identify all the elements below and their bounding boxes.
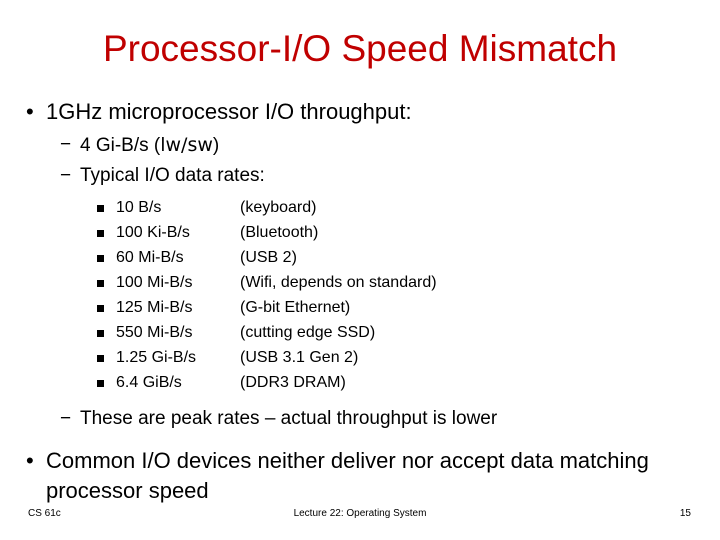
rate-value: 100 Ki-B/s — [116, 224, 190, 241]
bullet-dot-icon: • — [26, 448, 34, 473]
bullet-sub-1-code: lw/sw — [160, 134, 213, 156]
square-bullet-icon — [97, 205, 104, 212]
square-bullet-icon — [97, 330, 104, 337]
footer-lecture: Lecture 22: Operating System — [293, 508, 427, 519]
bullet-dash-icon: − — [60, 134, 72, 155]
bullet-sub-1: − 4 Gi-B/s (lw/sw) — [60, 133, 220, 158]
bullet-main-2-text: Common I/O devices neither deliver nor a… — [46, 448, 649, 503]
square-bullet-icon — [97, 305, 104, 312]
rate-device: (Wifi, depends on standard) — [240, 274, 437, 291]
rate-value: 550 Mi-B/s — [116, 324, 193, 341]
bullet-sub-1-prefix: 4 Gi-B/s ( — [80, 135, 161, 156]
bullet-dot-icon: • — [26, 99, 34, 124]
rate-value: 100 Mi-B/s — [116, 274, 193, 291]
rate-device: (cutting edge SSD) — [240, 324, 376, 341]
bullet-dash-icon: − — [60, 408, 72, 429]
rate-device: (USB 3.1 Gen 2) — [240, 349, 359, 366]
footer-course: CS 61c — [28, 508, 61, 519]
slide-title: Processor-I/O Speed Mismatch — [102, 28, 618, 69]
footer-page-number: 15 — [679, 508, 691, 519]
rate-device: (keyboard) — [240, 199, 317, 216]
square-bullet-icon — [97, 380, 104, 387]
rate-device: (G-bit Ethernet) — [240, 299, 351, 316]
bullet-dash-icon: − — [60, 165, 72, 186]
rate-device: (Bluetooth) — [240, 224, 319, 241]
bullet-main-2: • Common I/O devices neither deliver nor… — [26, 446, 686, 506]
rate-device: (USB 2) — [240, 249, 297, 266]
square-bullet-icon — [97, 230, 104, 237]
bullet-sub-3: − These are peak rates – actual throughp… — [60, 407, 498, 431]
bullet-main-1: • 1GHz microprocessor I/O throughput: — [26, 98, 412, 126]
bullet-sub-1-suffix: ) — [212, 135, 220, 156]
square-bullet-icon — [97, 280, 104, 287]
rate-device: (DDR3 DRAM) — [240, 374, 346, 391]
bullet-sub-2: − Typical I/O data rates: — [60, 164, 265, 188]
rate-value: 10 B/s — [116, 199, 162, 216]
square-bullet-icon — [97, 355, 104, 362]
bullet-sub-3-text: These are peak rates – actual throughput… — [80, 408, 498, 429]
rate-value: 1.25 Gi-B/s — [116, 349, 197, 366]
bullet-sub-2-text: Typical I/O data rates: — [80, 165, 265, 186]
rate-value: 60 Mi-B/s — [116, 249, 184, 266]
square-bullet-icon — [97, 255, 104, 262]
bullet-main-1-text: 1GHz microprocessor I/O throughput: — [46, 99, 412, 124]
rate-value: 6.4 GiB/s — [116, 374, 182, 391]
rate-value: 125 Mi-B/s — [116, 299, 193, 316]
